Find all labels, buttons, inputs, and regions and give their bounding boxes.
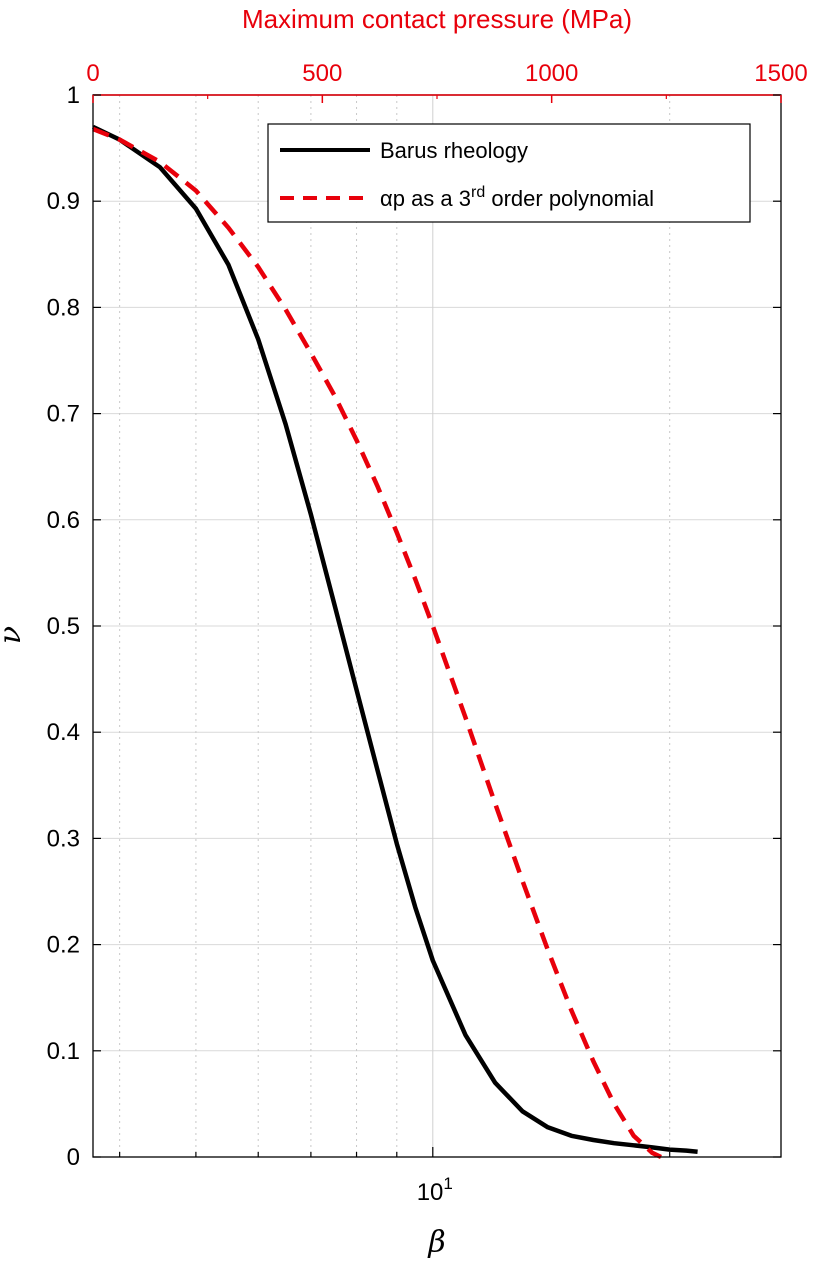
y-tick-label: 0.5 [47, 613, 80, 640]
top-tick-label: 1500 [754, 60, 807, 87]
top-tick-label: 0 [86, 60, 99, 87]
y-tick-label: 0.1 [47, 1038, 80, 1065]
series-lines [92, 124, 698, 1160]
y-axis-label: ν [0, 626, 28, 644]
top-axis-label: Maximum contact pressure (MPa) [242, 4, 632, 34]
legend-box [267, 123, 751, 223]
legend-label-polynomial-main: αp as a 3 [380, 186, 471, 211]
y-axis-ticks: 0 0.1 0.2 0.3 0.4 0.5 0.6 0.7 0.8 0.9 1 [47, 82, 781, 1171]
grid [93, 95, 781, 1157]
x-axis-label: β [427, 1225, 445, 1260]
y-tick-label: 0.9 [47, 188, 80, 215]
legend-label-barus: Barus rheology [380, 138, 528, 163]
x-axis-ticks: 101 [119, 1147, 671, 1206]
series-line-barus [92, 124, 698, 1154]
legend-label-polynomial-sup: rd [471, 184, 485, 201]
y-tick-label: 0.6 [47, 507, 80, 534]
top-tick-label: 1000 [525, 60, 578, 87]
y-tick-label: 0 [67, 1144, 80, 1171]
y-tick-label: 0.8 [47, 294, 80, 321]
top-axis-ticks: 0 500 1000 1500 [86, 60, 808, 103]
legend-label-polynomial-rest: order polynomial [485, 186, 654, 211]
x-tick-label: 101 [417, 1174, 453, 1206]
y-tick-label: 0.4 [47, 719, 80, 746]
y-tick-label: 0.7 [47, 401, 80, 428]
y-tick-label: 0.3 [47, 825, 80, 852]
y-tick-label: 0.2 [47, 932, 80, 959]
legend: Barus rheology αp as a 3rd order polynom… [267, 123, 751, 223]
y-tick-label: 1 [67, 82, 80, 109]
series-line-polynomial [92, 126, 662, 1160]
legend-label-polynomial: αp as a 3rd order polynomial [380, 184, 654, 211]
top-tick-label: 500 [302, 60, 342, 87]
